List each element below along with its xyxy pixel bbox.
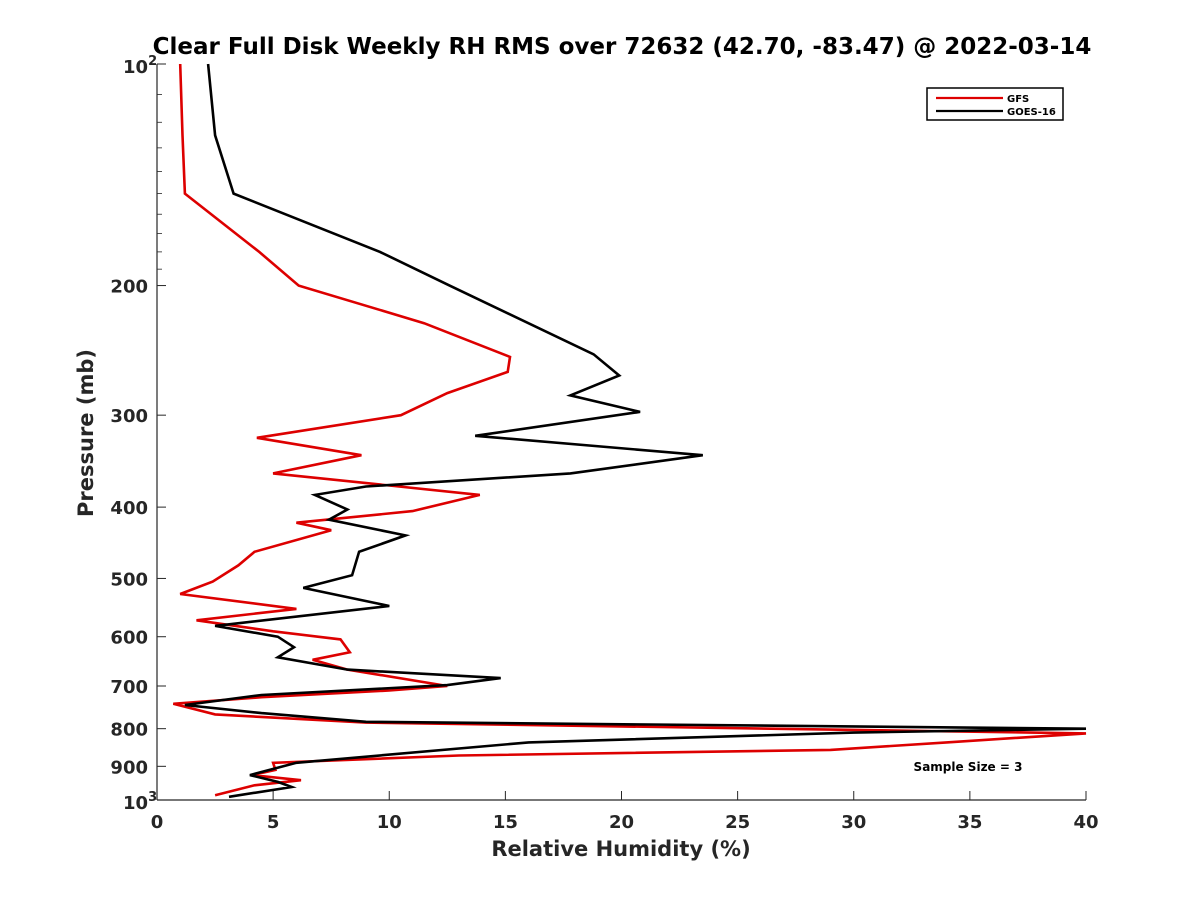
x-tick-label: 20 xyxy=(609,812,634,833)
x-tick-label: 30 xyxy=(841,812,866,833)
y-tick-base: 10 xyxy=(123,793,148,814)
legend: GFS GOES-16 xyxy=(926,87,1064,121)
x-tick-label: 15 xyxy=(493,812,518,833)
y-tick-base: 10 xyxy=(123,57,148,78)
y-tick-exponent: 2 xyxy=(148,54,157,69)
y-tick-label: 500 xyxy=(110,569,148,590)
series-line-goes-16 xyxy=(184,63,1087,799)
legend-label: GOES-16 xyxy=(1007,107,1056,118)
x-tick-label: 25 xyxy=(725,812,750,833)
y-tick-label: 200 xyxy=(110,277,148,298)
y-tick-label: 103 xyxy=(123,790,157,814)
y-tick-label: 900 xyxy=(110,757,148,778)
series-line-gfs xyxy=(172,63,1087,797)
x-tick-label: 10 xyxy=(377,812,402,833)
x-tick-label: 0 xyxy=(151,812,164,833)
chart-title: Clear Full Disk Weekly RH RMS over 72632… xyxy=(153,34,1092,60)
y-tick-label: 600 xyxy=(110,628,148,649)
y-axis-label: Pressure (mb) xyxy=(74,349,98,517)
y-tick-label: 300 xyxy=(110,406,148,427)
y-tick-label: 800 xyxy=(110,720,148,741)
y-tick-label: 102 xyxy=(123,54,157,78)
y-tick-exponent: 3 xyxy=(148,790,157,805)
x-tick-label: 5 xyxy=(267,812,280,833)
x-tick-label: 35 xyxy=(957,812,982,833)
y-tick-label: 700 xyxy=(110,677,148,698)
y-tick-label: 400 xyxy=(110,498,148,519)
plot-area: 0 5 10 15 20 25 30 35 40102200300400500600700800… xyxy=(110,54,1098,833)
legend-label: GFS xyxy=(1007,94,1029,105)
x-tick-label: 40 xyxy=(1073,812,1098,833)
legend-box xyxy=(926,87,1064,121)
sample-size-annotation: Sample Size = 3 xyxy=(914,760,1023,774)
x-axis-label: Relative Humidity (%) xyxy=(491,837,750,861)
